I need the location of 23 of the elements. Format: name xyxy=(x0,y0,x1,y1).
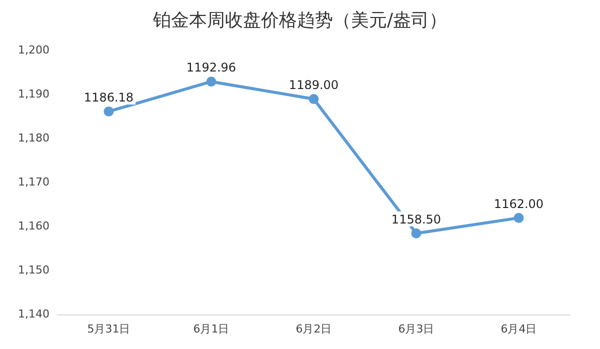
x-tick-label: 6月4日 xyxy=(500,322,537,336)
y-tick-label: 1,170 xyxy=(18,176,50,189)
point xyxy=(514,212,524,223)
text: 1162.00 xyxy=(494,197,544,212)
x-tick-label: 5月31日 xyxy=(87,322,130,336)
y-tick-label: 1,180 xyxy=(18,132,50,145)
text: 1192.96 xyxy=(186,60,236,75)
y-tick-label: 1,200 xyxy=(18,43,50,56)
y-tick-label: 1,160 xyxy=(18,220,50,233)
point xyxy=(308,94,319,104)
text: 1186.18 xyxy=(84,90,134,105)
point xyxy=(411,228,422,238)
y-tick-label: 1,190 xyxy=(18,87,50,100)
x-tick-label: 6月3日 xyxy=(398,322,434,336)
point xyxy=(206,76,216,87)
x-tick-label: 6月2日 xyxy=(296,322,332,336)
text: 1158.50 xyxy=(391,212,442,226)
chart-title: 铂金本周收盘价格趋势（美元/盎司） xyxy=(152,9,448,33)
x-tick-label: 6月1日 xyxy=(193,322,230,336)
y-tick-label: 1,140 xyxy=(18,308,50,321)
y-tick-label: 1,150 xyxy=(18,264,50,277)
point xyxy=(104,106,114,116)
text: 1189.00 xyxy=(288,78,339,92)
